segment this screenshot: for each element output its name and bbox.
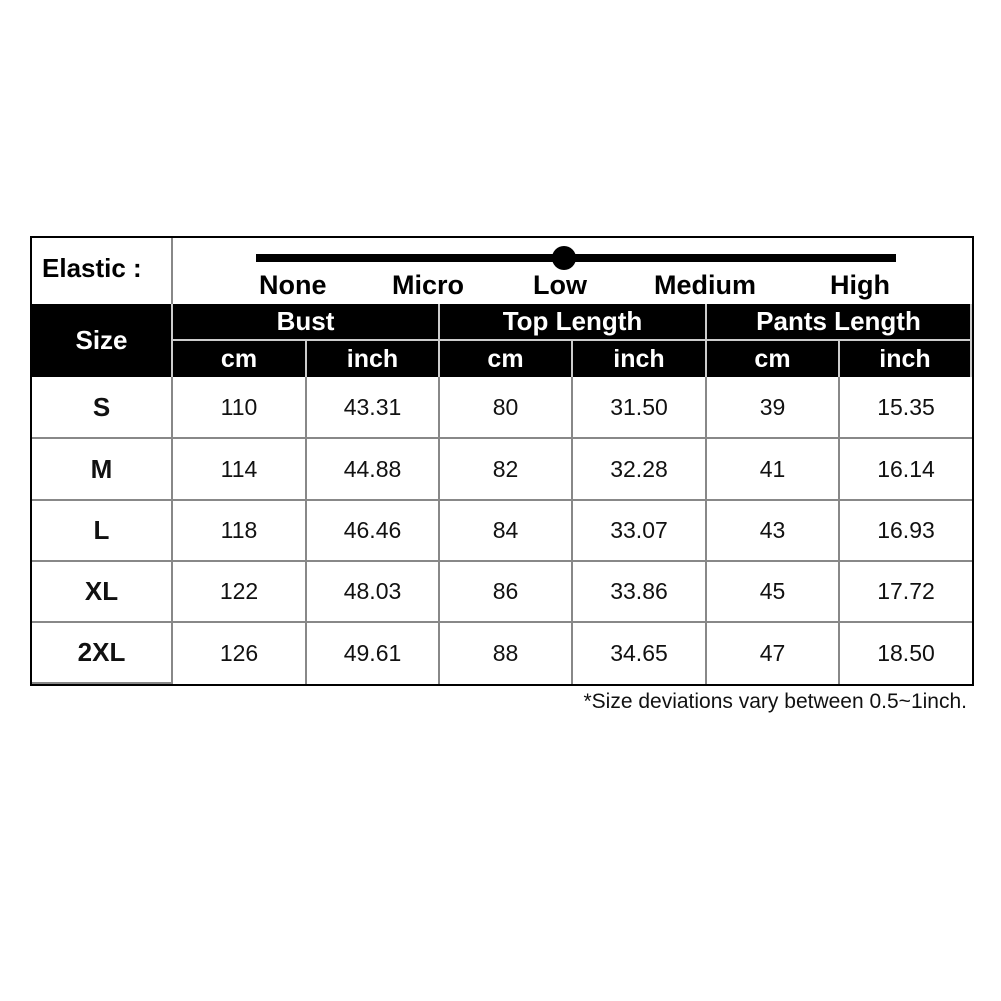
size-cell: XL bbox=[32, 562, 173, 623]
value-cell: 31.50 bbox=[573, 377, 707, 439]
value-cell: 44.88 bbox=[307, 439, 440, 501]
value-cell: 41 bbox=[707, 439, 840, 501]
size-cell: 2XL bbox=[32, 623, 173, 684]
value-cell: 39 bbox=[707, 377, 840, 439]
value-cell: 15.35 bbox=[840, 377, 972, 439]
size-cell: M bbox=[32, 439, 173, 501]
value-cell: 33.86 bbox=[573, 562, 707, 623]
elastic-level-none: None bbox=[259, 270, 327, 300]
elastic-indicator bbox=[552, 246, 576, 270]
value-cell: 84 bbox=[440, 501, 573, 562]
size-cell: S bbox=[32, 377, 173, 439]
value-cell: 18.50 bbox=[877, 640, 935, 666]
value-cell: 86 bbox=[440, 562, 573, 623]
size-header: Size bbox=[32, 304, 173, 377]
value-cell: 126 bbox=[173, 623, 307, 684]
value-cell: 45 bbox=[707, 562, 840, 623]
elastic-level-low: Low bbox=[533, 270, 587, 300]
value-cell: 122 bbox=[173, 562, 307, 623]
value-cell: 43 bbox=[707, 501, 840, 562]
value-cell: 110 bbox=[173, 377, 307, 439]
unit-header: cm bbox=[173, 341, 307, 377]
value-cell: 114 bbox=[173, 439, 307, 501]
unit-header: inch bbox=[573, 341, 707, 377]
value-cell: 43.31 bbox=[307, 377, 440, 439]
header-bust: Bust bbox=[173, 304, 440, 341]
value-cell: 88 bbox=[440, 623, 573, 684]
size-chart-table: Elastic : None Micro Low Medium High Siz… bbox=[30, 236, 974, 686]
header-top-length: Top Length bbox=[440, 304, 707, 341]
unit-header: cm bbox=[440, 341, 573, 377]
value-cell: 47 bbox=[707, 623, 840, 684]
value-cell: 34.65 bbox=[573, 623, 707, 684]
elastic-level-micro: Micro bbox=[392, 270, 465, 300]
unit-header: cm bbox=[707, 341, 840, 377]
elastic-level-high: High bbox=[830, 270, 890, 300]
header-pants-length: Pants Length bbox=[707, 304, 972, 341]
value-cell: 118 bbox=[173, 501, 307, 562]
unit-header: inch bbox=[307, 341, 440, 377]
value-cell: 46.46 bbox=[307, 501, 440, 562]
elastic-label: Elastic : bbox=[32, 238, 173, 304]
elastic-track bbox=[256, 254, 896, 262]
value-cell: 17.72 bbox=[840, 562, 972, 623]
value-cell: 48.03 bbox=[307, 562, 440, 623]
elastic-level-medium: Medium bbox=[654, 270, 757, 300]
size-deviation-note: *Size deviations vary between 0.5~1inch. bbox=[583, 690, 968, 713]
unit-header: inch bbox=[840, 341, 972, 377]
value-cell: 16.93 bbox=[840, 501, 972, 562]
value-cell: 49.61 bbox=[307, 623, 440, 684]
size-cell: L bbox=[32, 501, 173, 562]
value-cell: 82 bbox=[440, 439, 573, 501]
value-cell: 32.28 bbox=[573, 439, 707, 501]
value-cell: 80 bbox=[440, 377, 573, 439]
value-cell: 16.14 bbox=[840, 439, 972, 501]
value-cell: 33.07 bbox=[573, 501, 707, 562]
